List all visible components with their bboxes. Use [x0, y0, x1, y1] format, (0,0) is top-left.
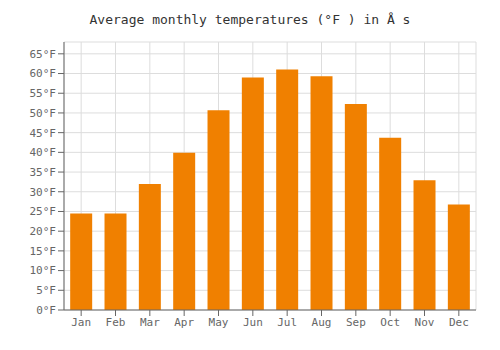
- svg-text:Mar: Mar: [140, 316, 160, 329]
- svg-text:Nov: Nov: [415, 316, 435, 329]
- svg-text:35°F: 35°F: [30, 166, 57, 179]
- svg-text:10°F: 10°F: [30, 264, 57, 277]
- svg-text:30°F: 30°F: [30, 186, 57, 199]
- svg-text:60°F: 60°F: [30, 67, 57, 80]
- svg-text:55°F: 55°F: [30, 87, 57, 100]
- svg-text:0°F: 0°F: [36, 304, 56, 317]
- svg-text:45°F: 45°F: [30, 127, 57, 140]
- svg-text:25°F: 25°F: [30, 205, 57, 218]
- svg-text:5°F: 5°F: [36, 284, 56, 297]
- svg-text:40°F: 40°F: [30, 146, 57, 159]
- svg-text:Aug: Aug: [312, 316, 332, 329]
- svg-text:Jan: Jan: [71, 316, 91, 329]
- svg-text:Oct: Oct: [380, 316, 400, 329]
- svg-text:Jul: Jul: [277, 316, 297, 329]
- svg-text:65°F: 65°F: [30, 48, 57, 61]
- svg-text:20°F: 20°F: [30, 225, 57, 238]
- svg-text:Dec: Dec: [449, 316, 469, 329]
- svg-text:May: May: [209, 316, 229, 329]
- html-text:Average monthly temperatures (: Average monthly temperatures (°F ) in Å …: [89, 12, 411, 27]
- svg-text:Jun: Jun: [243, 316, 263, 329]
- svg-text:50°F: 50°F: [30, 107, 57, 120]
- svg-text:Feb: Feb: [106, 316, 126, 329]
- svg-text:15°F: 15°F: [30, 245, 57, 258]
- svg-text:Sep: Sep: [346, 316, 366, 329]
- svg-text:Apr: Apr: [174, 316, 194, 329]
